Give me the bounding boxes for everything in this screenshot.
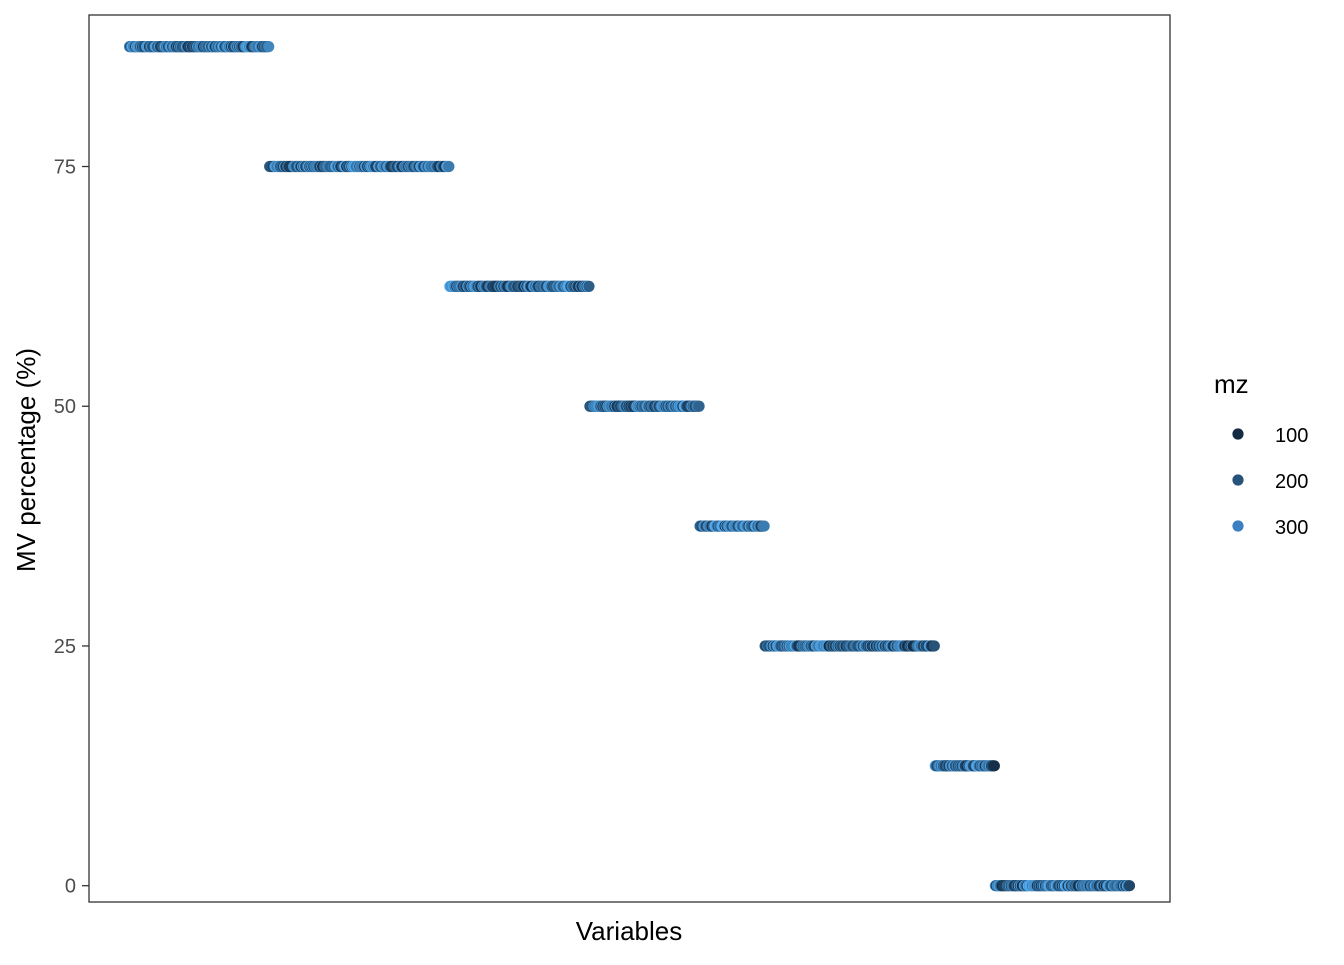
data-point <box>758 520 770 532</box>
point-group-50 <box>584 400 705 412</box>
y-axis-title: MV percentage (%) <box>11 348 41 572</box>
y-tick-label: 25 <box>54 636 76 658</box>
point-group-12-5 <box>929 760 1000 772</box>
legend-swatch <box>1232 474 1244 486</box>
point-group-87-5 <box>123 41 275 53</box>
point-group-37-5 <box>694 520 770 532</box>
legend-swatch <box>1232 428 1244 440</box>
y-tick-label: 50 <box>54 396 76 418</box>
points-layer <box>123 41 1136 892</box>
legend-label: 100 <box>1275 425 1308 447</box>
data-point <box>1123 880 1136 892</box>
legend-label: 200 <box>1275 471 1308 493</box>
panel-border <box>88 14 1171 903</box>
point-group-75 <box>264 160 455 173</box>
point-group-25 <box>759 640 940 652</box>
data-point <box>443 160 455 173</box>
data-point <box>263 41 275 53</box>
data-point <box>693 400 705 412</box>
data-point <box>583 280 595 292</box>
x-axis-title: Variables <box>576 916 682 946</box>
legend-swatch <box>1232 520 1244 532</box>
data-point <box>928 640 940 652</box>
y-tick-label: 0 <box>65 876 76 898</box>
point-group-0 <box>989 880 1136 892</box>
data-point <box>988 760 1000 772</box>
y-tick-label: 75 <box>54 157 76 179</box>
point-group-62-5 <box>444 280 595 292</box>
legend-label: 300 <box>1275 517 1308 539</box>
legend: mz 100 200 300 <box>1214 369 1308 539</box>
y-axis: 0 25 50 75 <box>54 157 89 898</box>
legend-title: mz <box>1214 369 1249 399</box>
